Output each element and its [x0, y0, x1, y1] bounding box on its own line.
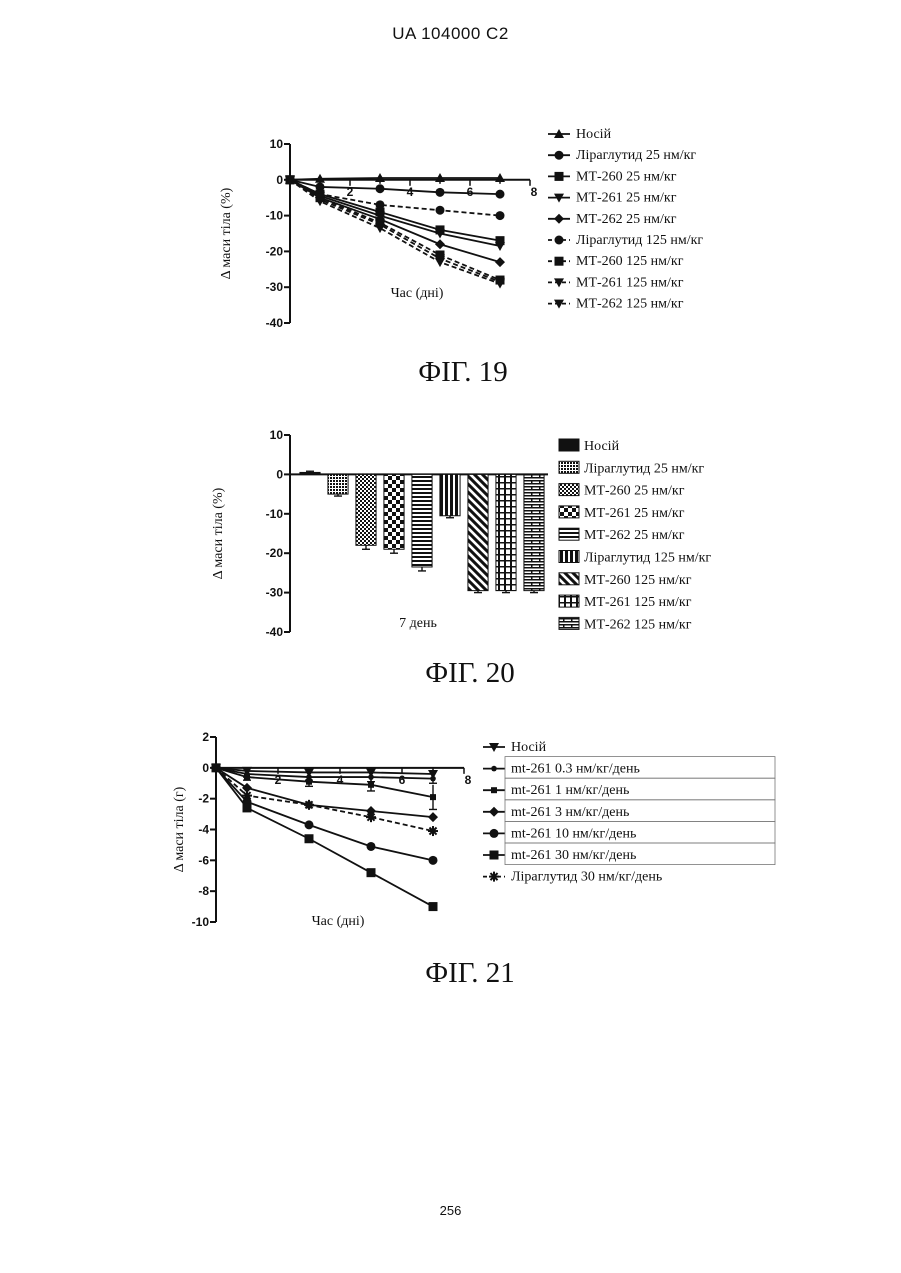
data-point	[305, 820, 314, 829]
legend-marker	[489, 872, 499, 882]
legend-entry: mt-261 10 нм/кг/день	[483, 821, 775, 843]
legend-label: Носій	[511, 740, 547, 755]
data-point	[429, 856, 438, 865]
legend-label: mt-261 10 нм/кг/день	[511, 826, 636, 841]
data-point	[366, 812, 376, 822]
legend-marker	[490, 851, 499, 860]
data-point	[304, 800, 314, 810]
legend-entry: mt-261 3 нм/кг/день	[483, 800, 775, 822]
legend-label: mt-261 30 нм/кг/день	[511, 848, 636, 863]
x-tick-label: 6	[399, 773, 406, 787]
data-point	[367, 842, 376, 851]
data-point	[428, 826, 438, 836]
data-point	[305, 834, 314, 843]
y-tick-label: -10	[192, 915, 210, 929]
legend-marker	[489, 807, 499, 817]
y-tick-label: 0	[202, 761, 209, 775]
x-tick-label: 4	[337, 773, 344, 787]
page-number: 256	[0, 1203, 901, 1218]
data-point	[367, 868, 376, 877]
y-tick-label: 2	[202, 730, 209, 744]
data-point	[428, 812, 438, 822]
y-axis-label: Δ маси тіла (г)	[172, 786, 187, 872]
y-tick-label: -2	[198, 792, 209, 806]
data-point	[242, 791, 252, 801]
data-point	[430, 776, 436, 782]
legend-label: mt-261 3 нм/кг/день	[511, 805, 629, 820]
data-point	[429, 902, 438, 911]
data-point	[244, 774, 250, 780]
legend-label: Ліраглутид 30 нм/кг/день	[511, 870, 662, 885]
figure-caption: ФІГ. 21	[425, 957, 515, 989]
legend-marker	[490, 829, 499, 838]
y-tick-label: -4	[198, 823, 209, 837]
legend-marker	[491, 787, 497, 793]
data-point	[430, 794, 436, 800]
legend-marker	[491, 766, 497, 772]
legend-label: mt-261 1 нм/кг/день	[511, 783, 629, 798]
data-point	[243, 803, 252, 812]
x-axis-label: Час (дні)	[312, 914, 365, 929]
legend-entry: mt-261 30 нм/кг/день	[483, 843, 775, 865]
legend-entry: mt-261 1 нм/кг/день	[483, 778, 775, 800]
y-tick-label: -8	[198, 884, 209, 898]
x-tick-label: 8	[465, 773, 472, 787]
legend-entry: mt-261 0.3 нм/кг/день	[483, 757, 775, 779]
data-point	[306, 779, 312, 785]
legend-label: mt-261 0.3 нм/кг/день	[511, 762, 640, 777]
data-point	[211, 763, 221, 773]
figure-21-line-chart: 20-2-4-6-8-102468Δ маси тіла (г)Час (дні…	[0, 0, 901, 1000]
legend-entry: Носій	[483, 740, 547, 755]
data-point	[368, 782, 374, 788]
y-tick-label: -6	[198, 853, 209, 867]
legend-entry: Ліраглутид 30 нм/кг/день	[483, 870, 662, 885]
